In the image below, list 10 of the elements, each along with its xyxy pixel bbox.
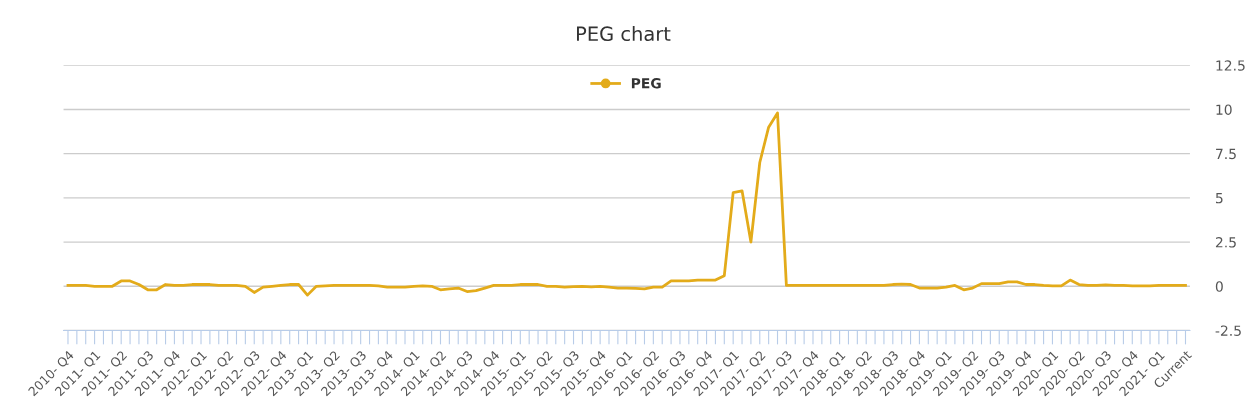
y-tick-label: 10 bbox=[1216, 104, 1232, 115]
y-tick-label: 5 bbox=[1216, 193, 1223, 204]
line-series bbox=[66, 111, 1187, 297]
y-tick-label: -2.5 bbox=[1215, 325, 1241, 336]
y-tick-label: 12.5 bbox=[1216, 60, 1245, 71]
y-tick-label: 0 bbox=[1215, 281, 1223, 292]
legend-label: PEG bbox=[631, 78, 661, 89]
y-tick-label: 2.5 bbox=[1215, 237, 1236, 248]
y-tick-label: 7.5 bbox=[1216, 148, 1236, 160]
chart-title: PEG chart bbox=[577, 26, 671, 42]
